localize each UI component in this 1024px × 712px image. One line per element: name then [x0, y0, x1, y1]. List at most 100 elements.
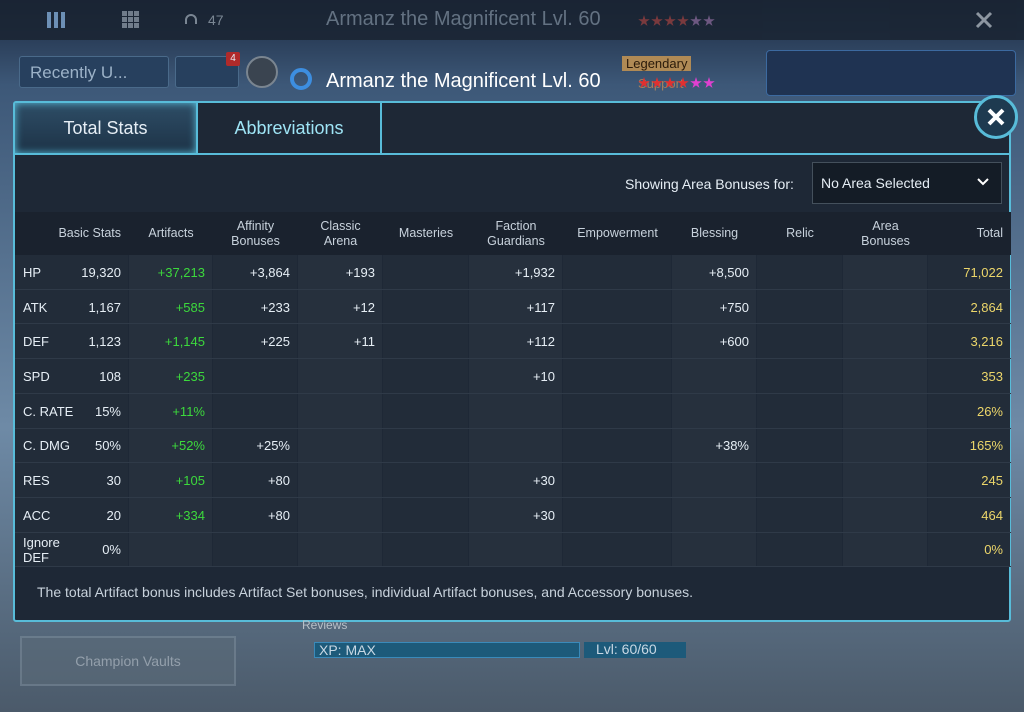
row-line: [15, 566, 1011, 568]
column-header: Blessing: [672, 212, 757, 255]
bonus-value: +1,145: [164, 334, 205, 350]
filter-dropdown[interactable]: Recently U...: [19, 56, 169, 88]
column-header: Area Bonuses: [843, 212, 928, 255]
bonus-value: +1,932: [514, 264, 555, 280]
row-line: [15, 427, 1011, 429]
base-value: 15%: [94, 403, 121, 419]
row-line: [15, 531, 1011, 533]
column-header: Basic Stats: [15, 212, 129, 255]
stat-name: DEF: [23, 334, 49, 350]
column-bg: [213, 212, 297, 568]
area-dropdown[interactable]: No Area Selected: [812, 162, 1002, 204]
level: Lvl: 60/60: [584, 642, 686, 658]
top-close[interactable]: [974, 10, 994, 30]
base-value: 1,123: [88, 334, 121, 350]
stat-name: C. DMG: [23, 438, 70, 454]
menu-icon[interactable]: [46, 11, 66, 29]
column-bg: [928, 212, 1010, 568]
bonus-value: +11%: [172, 403, 205, 419]
top-stars: [638, 14, 716, 32]
footnote: The total Artifact bonus includes Artifa…: [37, 584, 694, 600]
column-bg: [129, 212, 212, 568]
clear-filter[interactable]: [246, 56, 278, 88]
total-value: 464: [981, 507, 1003, 523]
column-bg: [843, 212, 927, 568]
bonus-value: +30: [532, 473, 555, 489]
top-bar: 47 Armanz the Magnificent Lvl. 60: [0, 0, 1024, 40]
base-value: 108: [99, 368, 121, 384]
bonus-value: +30: [532, 507, 555, 523]
column-bg: [563, 212, 671, 568]
base-value: 0%: [102, 542, 121, 558]
bonus-value: +80: [267, 473, 290, 489]
column-header: Relic: [757, 212, 843, 255]
bonus-value: +235: [175, 368, 205, 384]
stat-name: HP: [23, 264, 42, 280]
bonus-value: +225: [260, 334, 290, 350]
total-value: 3,216: [970, 334, 1003, 350]
bonus-value: +37,213: [157, 264, 205, 280]
stats-table: Basic Stats Artifacts Affinity Bonuses Clas…: [15, 212, 1011, 568]
column-bg: [383, 212, 468, 568]
row-line: [15, 462, 1011, 464]
top-title: Armanz the Magnificent Lvl. 60: [326, 8, 601, 30]
bonus-value: +38%: [715, 438, 749, 454]
row-line: [15, 496, 1011, 498]
role: Support: [638, 76, 684, 91]
column-bg: [672, 212, 756, 568]
counter: 47: [208, 12, 224, 28]
total-value: 165%: [969, 438, 1003, 454]
bonus-value: +11: [353, 334, 375, 350]
total-value: 71,022: [963, 264, 1003, 280]
bonus-value: +52%: [171, 438, 205, 454]
total-value: 2,864: [970, 299, 1003, 315]
column-header: Masteries: [383, 212, 469, 255]
bonus-value: +3,864: [249, 264, 290, 280]
hero-name: Armanz the Magnificent Lvl. 60: [326, 70, 601, 92]
bonus-value: +600: [719, 334, 749, 350]
bonus-value: +193: [345, 264, 375, 280]
stats-panel: Total Stats Abbreviations Showing Area B…: [13, 101, 1011, 622]
row-line: [15, 392, 1011, 394]
tab-total-stats[interactable]: Total Stats: [15, 103, 198, 155]
reviews[interactable]: Reviews: [302, 618, 348, 632]
column-header: Artifacts: [129, 212, 213, 255]
bonus-value: +25%: [256, 438, 290, 454]
bonus-value: +12: [352, 299, 375, 315]
stat-name: RES: [23, 473, 50, 489]
column-bg: [469, 212, 562, 568]
column-bg: [298, 212, 382, 568]
close-button[interactable]: [974, 95, 1018, 139]
stat-name: ACC: [23, 507, 51, 523]
bonus-value: +10: [532, 368, 555, 384]
bonus-value: +80: [267, 507, 290, 523]
affinity-icon: [290, 68, 312, 90]
bonus-value: +750: [719, 299, 749, 315]
champion-vaults[interactable]: Champion Vaults: [20, 636, 236, 686]
base-value: 1,167: [88, 299, 121, 315]
base-value: 30: [106, 473, 121, 489]
stat-name: Ignore DEF: [23, 534, 60, 565]
bonus-value: +334: [175, 507, 205, 523]
hero-stars: [638, 76, 716, 94]
tab-line: [382, 153, 1011, 155]
stat-name: ATK: [23, 299, 48, 315]
bonus-value: +585: [175, 299, 205, 315]
filter-badge: 4: [226, 52, 240, 66]
area-label: Showing Area Bonuses for:: [625, 176, 794, 192]
column-header: Classic Arena: [298, 212, 383, 255]
base-value: 20: [106, 507, 121, 523]
total-value: 245: [981, 473, 1003, 489]
tab-abbreviations[interactable]: Abbreviations: [198, 103, 382, 155]
column-header: Faction Guardians: [469, 212, 563, 255]
bonus-value: +233: [260, 299, 290, 315]
hero-tabs[interactable]: [766, 50, 1016, 96]
rarity: Legendary: [622, 56, 692, 71]
base-value: 50%: [94, 438, 121, 454]
total-value: 353: [981, 368, 1003, 384]
row-line: [15, 288, 1011, 290]
headphones-icon: [185, 14, 197, 24]
stat-name: C. RATE: [23, 403, 74, 419]
grid-icon[interactable]: [122, 11, 140, 29]
